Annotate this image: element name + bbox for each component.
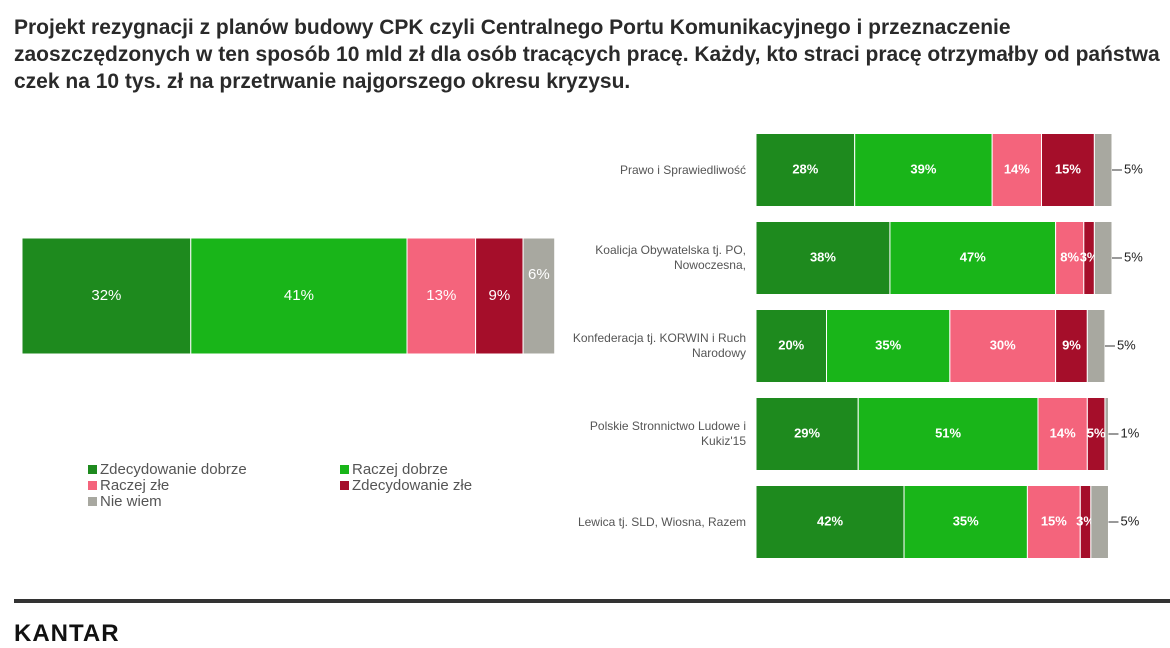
value-label: 15% bbox=[1055, 161, 1081, 176]
value-label: 5% bbox=[1124, 249, 1143, 264]
value-label: 39% bbox=[910, 161, 936, 176]
bar-segment bbox=[21, 237, 192, 355]
legend-swatch bbox=[88, 481, 97, 490]
value-label: 14% bbox=[1004, 161, 1030, 176]
category-label: Koalicja Obywatelska tj. PO, Nowoczesna, bbox=[595, 243, 746, 272]
value-label: 28% bbox=[792, 161, 818, 176]
value-label: 32% bbox=[91, 287, 121, 304]
value-label: 8% bbox=[1060, 249, 1079, 264]
title: Projekt rezygnacji z planów budowy CPK c… bbox=[14, 16, 1160, 93]
bar-segment bbox=[755, 485, 905, 559]
value-label: 5% bbox=[1120, 513, 1139, 528]
bar-segment bbox=[190, 237, 408, 355]
value-label: 47% bbox=[960, 249, 986, 264]
legend-label: Raczej złe bbox=[100, 477, 169, 494]
value-label: 9% bbox=[1062, 337, 1081, 352]
bar-segment bbox=[991, 133, 1043, 207]
value-label: 5% bbox=[1117, 337, 1136, 352]
value-label: 35% bbox=[875, 337, 901, 352]
chart: 32% 41% 13% 9% 6% Zdecydowanie dobrze Raczej d… bbox=[21, 133, 1143, 559]
bar-segment bbox=[1104, 397, 1109, 471]
bar-segment bbox=[755, 309, 827, 383]
legend-label: Zdecydowanie dobrze bbox=[100, 461, 247, 478]
value-label: 35% bbox=[953, 513, 979, 528]
category-label: Polskie Stronnictwo Ludowe i Kukiz'15 bbox=[589, 419, 746, 448]
value-label: 13% bbox=[426, 287, 456, 304]
value-label: 5% bbox=[1087, 425, 1106, 440]
value-label: 15% bbox=[1041, 513, 1067, 528]
value-label: 41% bbox=[284, 287, 314, 304]
legend-swatch bbox=[340, 481, 349, 490]
bar-segment bbox=[889, 221, 1057, 295]
bar-segment bbox=[475, 237, 524, 355]
value-label: 14% bbox=[1050, 425, 1076, 440]
page: Projekt rezygnacji z planów budowy CPK c… bbox=[14, 16, 1170, 647]
category-label: Lewica tj. SLD, Wiosna, Razem bbox=[577, 514, 746, 529]
legend-label: Zdecydowanie złe bbox=[352, 477, 472, 494]
bar-segment bbox=[825, 309, 951, 383]
bar-segment bbox=[1026, 485, 1081, 559]
bar-segment bbox=[1093, 133, 1113, 207]
bar-segment bbox=[1090, 485, 1109, 559]
bar-segment bbox=[522, 237, 556, 355]
legend-swatch bbox=[340, 465, 349, 474]
bar-segment bbox=[1037, 397, 1088, 471]
value-label: 30% bbox=[990, 337, 1016, 352]
legend-swatch bbox=[88, 465, 97, 474]
footer-rule bbox=[14, 599, 1170, 603]
value-label: 29% bbox=[794, 425, 820, 440]
legend-swatch bbox=[88, 497, 97, 506]
logo: KANTAR bbox=[14, 620, 120, 647]
value-label: 1% bbox=[1120, 425, 1139, 440]
bar-segment bbox=[1055, 221, 1085, 295]
bar-segment bbox=[1086, 309, 1106, 383]
bar-segment bbox=[755, 397, 859, 471]
bar-segment bbox=[949, 309, 1057, 383]
value-label: 20% bbox=[778, 337, 804, 352]
bar-segment bbox=[1093, 221, 1113, 295]
category-label: Konfederacja tj. KORWIN i Ruch Narodowy bbox=[572, 331, 746, 360]
value-label: 6% bbox=[528, 266, 550, 283]
bar-segment bbox=[854, 133, 993, 207]
bar-segment bbox=[406, 237, 477, 355]
bar-segment bbox=[1041, 133, 1095, 207]
value-label: 51% bbox=[935, 425, 961, 440]
bar-segment bbox=[755, 221, 891, 295]
value-label: 38% bbox=[810, 249, 836, 264]
legend-label: Raczej dobrze bbox=[352, 461, 448, 478]
value-label: 5% bbox=[1124, 161, 1143, 176]
value-label: 9% bbox=[488, 287, 510, 304]
bar-segment bbox=[755, 133, 856, 207]
category-label: Prawo i Sprawiedliwość bbox=[619, 162, 746, 177]
value-label: 42% bbox=[817, 513, 843, 528]
legend-label: Nie wiem bbox=[100, 493, 162, 510]
bar-segment bbox=[903, 485, 1028, 559]
